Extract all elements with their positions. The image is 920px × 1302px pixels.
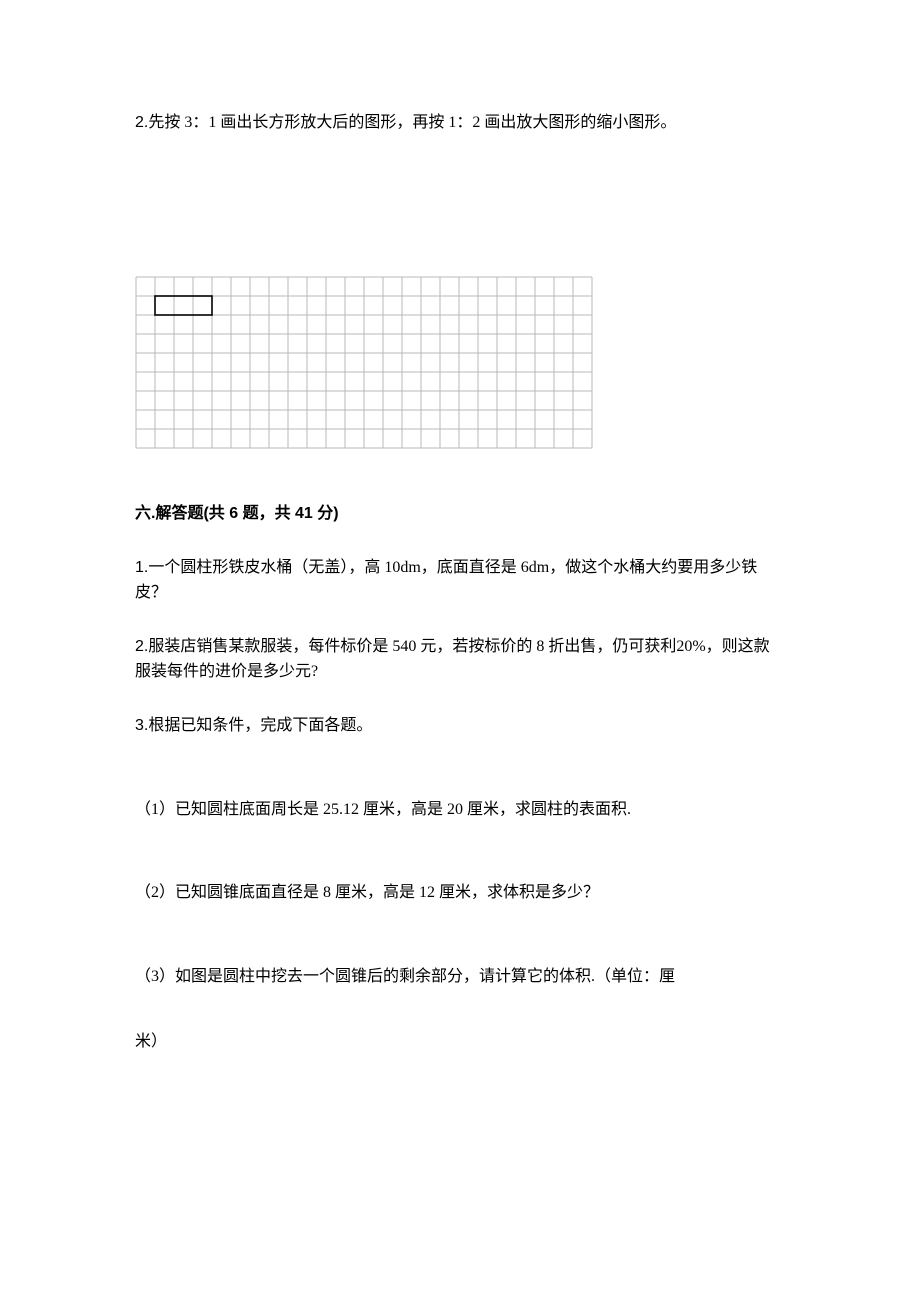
s6-q1: 1.一个圆柱形铁皮水桶（无盖），高 10dm，底面直径是 6dm，做这个水桶大约… bbox=[135, 555, 785, 606]
s6-q3-p2: （2）已知圆锥底面直径是 8 厘米，高是 12 厘米，求体积是多少？ bbox=[135, 880, 785, 906]
s6-q3-p3b: 米） bbox=[135, 1029, 785, 1055]
question-2-text: 2.先按 3：1 画出长方形放大后的图形，再按 1：2 画出放大图形的缩小图形。 bbox=[135, 110, 785, 136]
s6-q3-text: 根据已知条件，完成下面各题。 bbox=[148, 717, 372, 734]
s6-q1-text: 一个圆柱形铁皮水桶（无盖），高 10dm，底面直径是 6dm，做这个水桶大约要用… bbox=[135, 559, 757, 602]
s6-q2-text: 服装店销售某款服装，每件标价是 540 元，若按标价的 8 折出售，仍可获利20… bbox=[135, 638, 770, 681]
s6-q2: 2.服装店销售某款服装，每件标价是 540 元，若按标价的 8 折出售，仍可获利… bbox=[135, 634, 785, 685]
grid-svg bbox=[135, 276, 593, 449]
question-2-number: 2. bbox=[135, 114, 148, 131]
question-2-body: 先按 3：1 画出长方形放大后的图形，再按 1：2 画出放大图形的缩小图形。 bbox=[148, 114, 676, 131]
section-6-heading: 六.解答题(共 6 题，共 41 分) bbox=[135, 499, 785, 523]
s6-q3-p1: （1）已知圆柱底面周长是 25.12 厘米，高是 20 厘米，求圆柱的表面积. bbox=[135, 797, 785, 823]
s6-q3-number: 3. bbox=[135, 717, 148, 734]
s6-q1-number: 1. bbox=[135, 559, 148, 576]
question-2: 2.先按 3：1 画出长方形放大后的图形，再按 1：2 画出放大图形的缩小图形。 bbox=[135, 110, 785, 136]
grid-figure bbox=[135, 276, 785, 449]
s6-q3-p3: （3）如图是圆柱中挖去一个圆锥后的剩余部分，请计算它的体积.（单位：厘 bbox=[135, 964, 785, 990]
s6-q3: 3.根据已知条件，完成下面各题。 bbox=[135, 713, 785, 739]
s6-q2-number: 2. bbox=[135, 638, 148, 655]
